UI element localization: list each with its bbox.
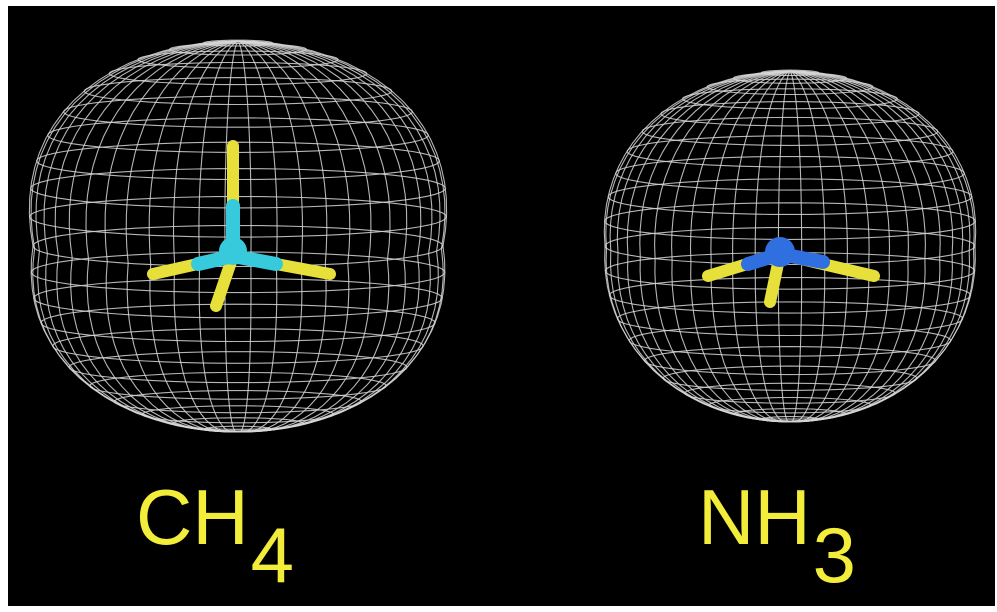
- mesh-ch4-ring: [62, 95, 414, 128]
- mesh-nh3-ring: [603, 202, 977, 240]
- mesh-ch4-ring: [89, 371, 387, 400]
- ball-stick-model-nh3: [702, 237, 880, 308]
- mesh-nh3-ring: [608, 277, 972, 314]
- mesh-ch4-ring: [171, 417, 305, 430]
- formula-subscript-ch4: 4: [250, 511, 295, 599]
- diagram-canvas: CH4 NH3: [8, 6, 995, 606]
- mesh-nh3-meridian: [605, 70, 791, 422]
- formula-main-ch4: CH: [136, 473, 249, 561]
- mesh-nh3-ring: [681, 88, 899, 110]
- mesh-nh3-meridian: [789, 70, 826, 423]
- mesh-nh3-ring: [614, 155, 966, 191]
- mesh-ch4-meridian: [237, 40, 422, 432]
- mesh-nh3-ring: [626, 135, 954, 168]
- mesh-ch4-meridian: [54, 40, 239, 432]
- mesh-ch4-meridian: [85, 40, 239, 433]
- mesh-nh3-meridian: [654, 70, 791, 423]
- mesh-nh3-meridian: [789, 70, 909, 423]
- mesh-nh3-meridian: [789, 70, 926, 423]
- mesh-ch4-ring: [168, 42, 308, 56]
- mesh-ch4-ring: [202, 39, 274, 47]
- mesh-ch4-meridian: [237, 40, 351, 433]
- mesh-nh3-ring: [734, 408, 846, 420]
- mesh-nh3-ring: [604, 226, 976, 266]
- mesh-ch4-meridian: [68, 40, 239, 432]
- mesh-nh3-meridian: [789, 70, 891, 423]
- mesh-ch4-meridian: [148, 40, 239, 433]
- mesh-nh3-meridian: [789, 70, 954, 422]
- mesh-nh3-ring: [643, 346, 937, 376]
- mesh-nh3-ring: [607, 178, 973, 215]
- mesh-ch4-ring: [40, 303, 436, 343]
- formula-subscript-nh3: 3: [812, 511, 857, 599]
- nitrogen-atom: [765, 237, 795, 267]
- mesh-nh3-ring: [604, 252, 976, 290]
- mesh-ch4-meridian: [237, 40, 448, 432]
- mesh-nh3-ring: [662, 365, 918, 391]
- mesh-nh3-ring: [641, 116, 939, 146]
- mesh-ch4-meridian: [237, 40, 372, 433]
- mesh-nh3-meridian: [689, 70, 791, 423]
- mesh-ch4-ring: [113, 389, 363, 414]
- mesh-nh3-ring: [628, 324, 952, 357]
- mesh-nh3-meridian: [789, 70, 941, 422]
- mesh-nh3-meridian: [671, 70, 791, 423]
- carbon-atom: [219, 237, 247, 265]
- mesh-ch4-ring: [83, 77, 393, 106]
- mesh-nh3-meridian: [789, 70, 975, 422]
- mesh-nh3-meridian: [609, 70, 791, 422]
- mesh-nh3-ring: [684, 382, 896, 404]
- mesh-nh3-ring: [616, 301, 964, 337]
- mesh-ch4-meridian: [125, 40, 239, 433]
- mesh-nh3-meridian: [616, 70, 791, 422]
- mesh-nh3-meridian: [789, 70, 848, 423]
- mesh-ch4-ring: [141, 405, 335, 424]
- molecule-scene: [28, 39, 977, 433]
- electron-cloud-mesh-ch4: [28, 39, 448, 433]
- mesh-ch4-meridian: [237, 40, 391, 433]
- mesh-nh3-meridian: [789, 70, 964, 422]
- mesh-ch4-ring: [52, 328, 424, 364]
- mesh-ch4-ring: [30, 251, 446, 294]
- formula-main-nh3: NH: [698, 473, 811, 561]
- mesh-nh3-ring: [760, 69, 820, 76]
- mesh-ch4-ring: [32, 224, 444, 268]
- mesh-nh3-meridian: [626, 70, 791, 422]
- mesh-ch4-meridian: [104, 40, 239, 433]
- mesh-ch4-meridian: [43, 40, 239, 432]
- mesh-nh3-meridian: [789, 70, 870, 423]
- mesh-ch4-meridian: [237, 40, 252, 433]
- mesh-ch4-meridian: [237, 40, 328, 433]
- mesh-ch4-meridian: [237, 40, 408, 432]
- mesh-nh3-ring: [732, 72, 848, 84]
- formula-label-nh3: NH3: [698, 478, 856, 594]
- mesh-ch4-meridian: [35, 40, 239, 432]
- mesh-nh3-meridian: [789, 70, 971, 422]
- mesh-ch4-ring: [33, 277, 443, 319]
- mesh-nh3-meridian: [639, 70, 791, 422]
- mesh-ch4-meridian: [237, 40, 446, 432]
- mesh-ch4-ring: [108, 61, 368, 86]
- formula-label-ch4: CH4: [136, 478, 294, 594]
- mesh-nh3-ring: [660, 101, 920, 127]
- mesh-nh3-meridian: [710, 70, 791, 423]
- mesh-nh3-ring: [708, 396, 872, 414]
- mesh-ch4-ring: [68, 351, 408, 384]
- mesh-ch4-ring: [204, 425, 272, 433]
- mesh-nh3-meridian: [789, 70, 977, 422]
- ball-stick-model-ch4: [147, 140, 336, 312]
